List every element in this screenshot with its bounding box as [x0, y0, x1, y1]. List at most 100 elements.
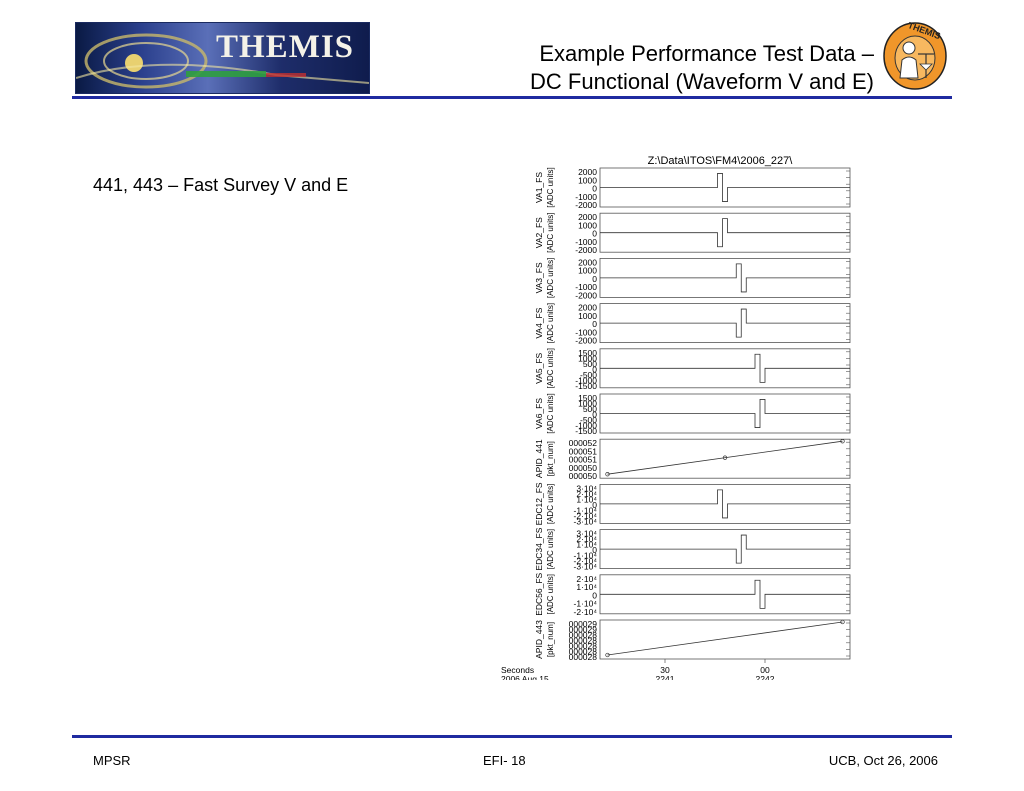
panel-y-tick-label: -1000: [575, 421, 597, 431]
x-axis-tick-sublabel: 2242: [756, 674, 775, 680]
panel-signal-line: [600, 489, 850, 519]
panel-y-tick-label: 3·10⁴: [576, 529, 597, 539]
panel-y-tick-label: 3·10⁴: [576, 483, 597, 493]
panel-apid-441: APID_441 [pkt_num] 00005200005100005100005…: [534, 438, 851, 481]
panel-unit-label: [ADC units]: [546, 529, 555, 569]
panel-y-tick-label: -3·10⁴: [574, 562, 598, 572]
panel-va6-fs: VA6_FS [ADC units] 150010005000-500-1000-1…: [534, 393, 851, 436]
panel-y-tick-label: 500: [583, 404, 597, 414]
panel-y-tick-label: -1·10⁴: [574, 599, 598, 609]
panel-unit-label: [ADC units]: [546, 258, 555, 298]
x-axis-tick-label: 00: [760, 665, 770, 675]
panel-series-label: EDC34_FS: [534, 527, 544, 570]
panel-y-tick-label: 000028: [569, 647, 598, 657]
panel-frame: [599, 619, 851, 660]
panel-y-tick-label: 2·10⁴: [576, 489, 597, 499]
waveform-chart: Z:\Data\ITOS\FM4\2006_227\ VA1_FS [ADC un…: [501, 155, 851, 680]
x-axis-date: 2006 Aug 15: [501, 674, 549, 680]
panel-y-tick-label: 2·10⁴: [576, 574, 597, 584]
panel-unit-label: [ADC units]: [546, 484, 555, 524]
panel-y-tick-label: -2000: [575, 336, 597, 346]
panel-unit-label: [ADC units]: [546, 574, 555, 614]
panel-signal-line: [600, 173, 850, 202]
panel-y-tick-label: 1·10⁴: [576, 582, 597, 592]
panel-y-tick-label: -2000: [575, 290, 597, 300]
slide-title: Example Performance Test Data – DC Funct…: [530, 40, 874, 96]
panel-signal-line: [600, 218, 850, 248]
panel-unit-label: [ADC units]: [546, 348, 555, 388]
panel-y-tick-label: 0: [592, 274, 597, 284]
panel-data-point: [722, 455, 728, 460]
panel-y-tick-label: -1·10⁴: [574, 505, 598, 515]
panel-y-tick-label: 000029: [569, 619, 598, 629]
panel-y-tick-label: 000051: [569, 455, 598, 465]
panel-unit-label: [ADC units]: [546, 303, 555, 343]
panel-y-tick-label: 1000: [578, 399, 597, 409]
panel-y-tick-label: 000028: [569, 630, 598, 640]
header-divider: [72, 96, 952, 99]
panel-y-tick-label: 000028: [569, 641, 598, 651]
panel-signal-line: [607, 621, 843, 656]
panel-signal-line: [600, 353, 850, 383]
x-axis-tick-sublabel: 2241: [656, 674, 675, 680]
panel-y-tick-label: -1000: [575, 237, 597, 247]
panel-signal-line: [600, 399, 850, 428]
panel-y-tick-label: -1500: [575, 426, 597, 436]
panel-y-tick-label: 0: [592, 410, 597, 420]
panel-series-label: VA3_FS: [534, 262, 544, 293]
panel-y-tick-label: 0: [592, 184, 597, 194]
panel-signal-line: [600, 263, 850, 293]
panel-y-tick-label: -3·10⁴: [574, 516, 598, 526]
panel-y-tick-label: -1000: [575, 282, 597, 292]
footer-left: MPSR: [93, 753, 131, 768]
panel-y-tick-label: 0: [592, 229, 597, 239]
panel-y-tick-label: 1·10⁴: [576, 540, 597, 550]
panel-y-tick-label: 1000: [578, 353, 597, 363]
panel-y-tick-label: 1·10⁴: [576, 494, 597, 504]
panel-y-tick-label: -1500: [575, 381, 597, 391]
panel-y-tick-label: 2000: [578, 257, 597, 267]
banner-artwork: [76, 33, 369, 89]
panel-y-tick-label: 2·10⁴: [576, 534, 597, 544]
panel-va5-fs: VA5_FS [ADC units] 150010005000-500-1000-1…: [534, 348, 851, 391]
panel-y-tick-label: -1000: [575, 327, 597, 337]
panel-y-tick-label: 000029: [569, 625, 598, 635]
panel-y-tick-label: 1000: [578, 175, 597, 185]
panel-apid-443: APID_443 [pkt_num] 00002900002900002800002…: [534, 619, 851, 662]
panel-unit-label: [ADC units]: [546, 393, 555, 433]
panel-y-tick-label: 2000: [578, 303, 597, 313]
panel-y-tick-label: 500: [583, 359, 597, 369]
panel-edc56-fs: EDC56_FS [ADC units] 2·10⁴1·10⁴0-1·10⁴-2·1…: [534, 572, 851, 617]
panel-series-label: VA6_FS: [534, 398, 544, 429]
panel-y-tick-label: -2000: [575, 200, 597, 210]
panel-signal-line: [607, 440, 843, 475]
panel-signal-line: [600, 579, 850, 609]
panel-y-tick-label: 000051: [569, 446, 598, 456]
panel-y-tick-label: 000028: [569, 652, 598, 662]
panel-y-tick-label: 000050: [569, 463, 598, 473]
panel-signal-line: [600, 308, 850, 338]
panel-series-label: APID_441: [534, 439, 544, 478]
panel-y-tick-label: 2000: [578, 167, 597, 177]
panel-frame: [599, 438, 851, 479]
footer-divider: [72, 735, 952, 738]
panel-y-tick-label: 1000: [578, 311, 597, 321]
panel-y-tick-label: -500: [580, 370, 597, 380]
slide-caption: 441, 443 – Fast Survey V and E: [93, 175, 349, 195]
panel-data-point: [840, 619, 845, 625]
panel-unit-label: [pkt_num]: [546, 441, 555, 476]
banner-title: THEMIS: [216, 29, 355, 65]
x-axis-tick-label: 30: [660, 665, 670, 675]
panel-y-tick-label: -1000: [575, 375, 597, 385]
panel-y-tick-label: -1·10⁴: [574, 551, 598, 561]
panel-series-label: VA2_FS: [534, 217, 544, 248]
panel-edc12-fs: EDC12_FS [ADC units] 3·10⁴2·10⁴1·10⁴0-1·10…: [534, 482, 851, 526]
themis-seal-icon: THEMIS: [883, 20, 947, 90]
x-axis-label: Seconds: [501, 665, 534, 675]
panel-unit-label: [pkt_num]: [546, 622, 555, 657]
